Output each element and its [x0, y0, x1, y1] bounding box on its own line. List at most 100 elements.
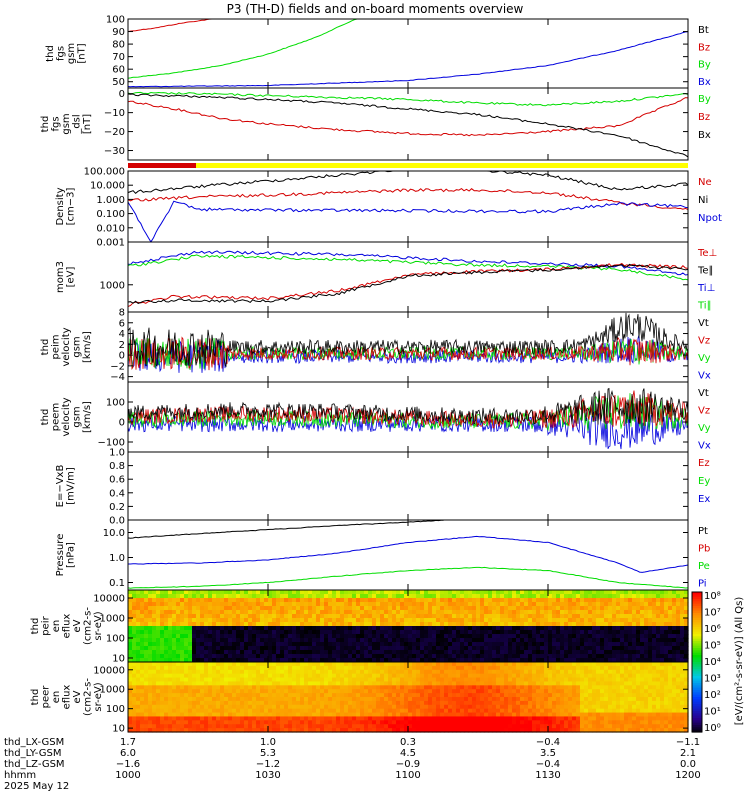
spec-cell-9	[552, 724, 557, 729]
spec-cell-8	[648, 622, 653, 627]
spec-cell-8	[572, 590, 577, 595]
spec-cell-9	[176, 720, 181, 725]
spec-cell-9	[204, 712, 209, 718]
spec-cell-8	[528, 610, 533, 615]
spec-cell-9	[272, 716, 277, 721]
spec-cell-8	[236, 606, 241, 611]
spec-cell-9	[276, 708, 281, 714]
spec-cell-9	[184, 697, 189, 702]
spec-cell-8	[152, 606, 157, 611]
spec-cell-9	[264, 712, 269, 718]
spec-cell-9	[240, 708, 245, 714]
spec-cell-8	[276, 590, 281, 595]
spec-cell-8	[140, 646, 145, 651]
spec-cell-8	[456, 594, 461, 599]
spec-cell-9	[508, 708, 513, 714]
spec-cell-8	[284, 618, 289, 623]
spec-cell-9	[564, 685, 569, 690]
spec-cell-9	[572, 724, 577, 729]
spec-cell-9	[360, 693, 365, 698]
spec-cell-9	[448, 693, 453, 698]
spec-cell-9	[404, 697, 409, 702]
spec-cell-8	[476, 650, 481, 655]
spec-cell-8	[496, 654, 501, 659]
spec-cell-9	[532, 685, 537, 690]
spec-cell-8	[388, 610, 393, 615]
ytick-label-5-0: 100	[106, 398, 125, 409]
spec-cell-9	[572, 697, 577, 702]
spec-cell-8	[588, 634, 593, 639]
spec-cell-8	[156, 654, 161, 659]
spec-cell-9	[544, 728, 549, 733]
spec-cell-8	[584, 598, 589, 603]
spec-cell-8	[664, 594, 669, 599]
spec-cell-8	[440, 606, 445, 611]
spec-cell-8	[416, 590, 421, 595]
spec-cell-9	[212, 681, 217, 686]
spec-cell-9	[532, 669, 537, 675]
spec-cell-8	[656, 626, 661, 631]
spec-cell-9	[500, 716, 505, 721]
spec-cell-9	[548, 685, 553, 690]
spec-cell-9	[596, 700, 601, 706]
spec-cell-9	[296, 662, 301, 667]
spec-cell-8	[420, 614, 425, 619]
spec-cell-8	[404, 638, 409, 643]
spec-cell-8	[364, 642, 369, 647]
spec-cell-9	[356, 728, 361, 733]
spec-cell-8	[328, 634, 333, 639]
spec-cell-8	[520, 618, 525, 623]
spec-cell-8	[428, 658, 433, 663]
spec-cell-8	[492, 626, 497, 631]
spec-cell-9	[564, 724, 569, 729]
spec-cell-9	[432, 697, 437, 702]
spec-cell-8	[404, 598, 409, 603]
spec-cell-8	[676, 642, 681, 647]
spec-cell-9	[516, 720, 521, 725]
spec-cell-8	[540, 642, 545, 647]
spec-cell-8	[652, 626, 657, 631]
spec-cell-8	[420, 630, 425, 635]
spec-cell-8	[396, 598, 401, 603]
spec-cell-9	[316, 693, 321, 698]
spec-cell-8	[216, 590, 221, 595]
spec-cell-9	[352, 720, 357, 725]
spec-cell-9	[244, 720, 249, 725]
spec-cell-8	[600, 606, 605, 611]
spec-cell-8	[220, 638, 225, 643]
spec-cell-8	[428, 646, 433, 651]
spec-cell-9	[384, 708, 389, 714]
spec-cell-9	[220, 724, 225, 729]
spec-cell-8	[540, 630, 545, 635]
spec-cell-8	[676, 594, 681, 599]
spec-cell-9	[144, 662, 149, 667]
spec-cell-8	[628, 650, 633, 655]
spec-cell-8	[272, 590, 277, 595]
spec-cell-8	[396, 602, 401, 607]
spec-cell-8	[340, 642, 345, 647]
spec-cell-8	[240, 630, 245, 635]
spec-cell-8	[316, 622, 321, 627]
spec-cell-8	[256, 614, 261, 619]
spec-cell-9	[152, 728, 157, 733]
spec-cell-9	[412, 685, 417, 690]
ytick-label-1-2: −20	[104, 127, 125, 138]
spec-cell-8	[296, 650, 301, 655]
spec-cell-8	[584, 590, 589, 595]
spec-cell-8	[132, 590, 137, 595]
spec-cell-8	[648, 654, 653, 659]
spec-cell-9	[452, 693, 457, 698]
spec-cell-9	[436, 712, 441, 718]
spec-cell-9	[252, 677, 257, 683]
spec-cell-9	[520, 665, 525, 671]
spec-cell-8	[280, 598, 285, 603]
spec-cell-8	[392, 642, 397, 647]
spec-cell-9	[420, 716, 425, 721]
spec-cell-9	[268, 681, 273, 686]
spec-cell-8	[240, 626, 245, 631]
spec-cell-8	[168, 618, 173, 623]
plot-area-3	[128, 250, 688, 308]
spec-cell-9	[200, 693, 205, 698]
spec-cell-9	[564, 716, 569, 721]
